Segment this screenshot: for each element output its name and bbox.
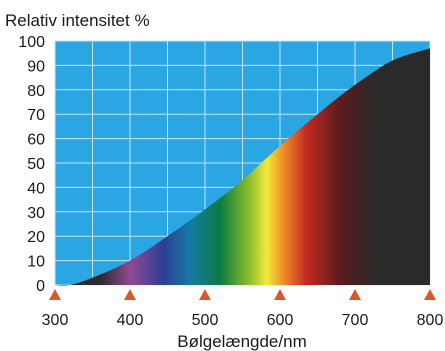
x-tick-label: 800 <box>417 312 444 329</box>
x-axis-markers <box>49 289 436 300</box>
x-tick-label: 400 <box>117 312 144 329</box>
wavelength-marker-triangle <box>49 289 61 300</box>
wavelength-marker-triangle <box>424 289 436 300</box>
x-tick-label: 700 <box>342 312 369 329</box>
wavelength-marker-triangle <box>199 289 211 300</box>
y-axis-ticks: 0 10 20 30 40 50 60 70 80 90 100 <box>18 34 45 295</box>
y-tick-label: 50 <box>27 156 45 173</box>
spectrum-area <box>55 48 430 286</box>
y-tick-label: 80 <box>27 83 45 100</box>
x-axis-label: Bølgelængde/nm <box>177 332 306 351</box>
y-tick-label: 40 <box>27 180 45 197</box>
x-tick-label: 500 <box>192 312 219 329</box>
y-tick-label: 70 <box>27 107 45 124</box>
y-tick-label: 20 <box>27 229 45 246</box>
y-tick-label: 60 <box>27 132 45 149</box>
y-tick-label: 90 <box>27 58 45 75</box>
x-axis-ticks: 300 400 500 600 700 800 <box>42 312 444 329</box>
y-tick-label: 10 <box>27 254 45 271</box>
y-tick-label: 30 <box>27 205 45 222</box>
y-tick-label: 0 <box>36 278 45 295</box>
wavelength-marker-triangle <box>349 289 361 300</box>
x-tick-label: 600 <box>267 312 294 329</box>
x-tick-label: 300 <box>42 312 69 329</box>
chart-title: Relativ intensitet % <box>5 11 150 30</box>
wavelength-marker-triangle <box>274 289 286 300</box>
y-tick-label: 100 <box>18 34 45 51</box>
wavelength-marker-triangle <box>124 289 136 300</box>
